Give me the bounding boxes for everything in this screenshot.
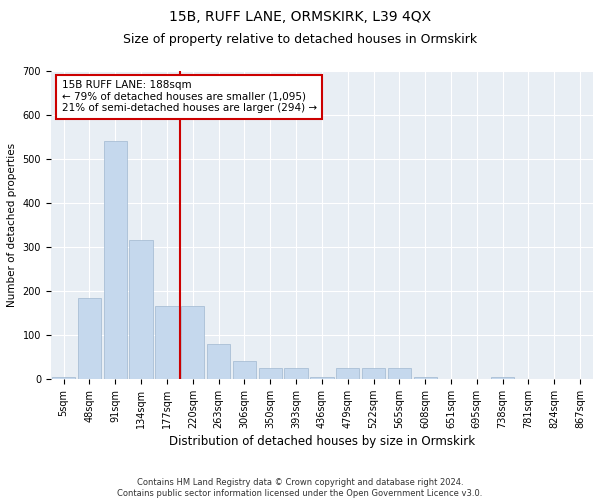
Text: 15B RUFF LANE: 188sqm
← 79% of detached houses are smaller (1,095)
21% of semi-d: 15B RUFF LANE: 188sqm ← 79% of detached …: [62, 80, 317, 114]
Bar: [362, 368, 385, 379]
Text: 15B, RUFF LANE, ORMSKIRK, L39 4QX: 15B, RUFF LANE, ORMSKIRK, L39 4QX: [169, 10, 431, 24]
Y-axis label: Number of detached properties: Number of detached properties: [7, 143, 17, 307]
Bar: [388, 368, 411, 379]
Text: Size of property relative to detached houses in Ormskirk: Size of property relative to detached ho…: [123, 32, 477, 46]
Bar: [284, 368, 308, 379]
Bar: [155, 306, 179, 379]
Bar: [259, 368, 282, 379]
Bar: [207, 344, 230, 379]
Bar: [233, 362, 256, 379]
Bar: [130, 240, 153, 379]
Bar: [413, 376, 437, 379]
Bar: [336, 368, 359, 379]
Bar: [52, 376, 75, 379]
X-axis label: Distribution of detached houses by size in Ormskirk: Distribution of detached houses by size …: [169, 435, 475, 448]
Bar: [310, 376, 334, 379]
Bar: [181, 306, 205, 379]
Bar: [78, 298, 101, 379]
Bar: [491, 376, 514, 379]
Bar: [104, 142, 127, 379]
Text: Contains HM Land Registry data © Crown copyright and database right 2024.
Contai: Contains HM Land Registry data © Crown c…: [118, 478, 482, 498]
